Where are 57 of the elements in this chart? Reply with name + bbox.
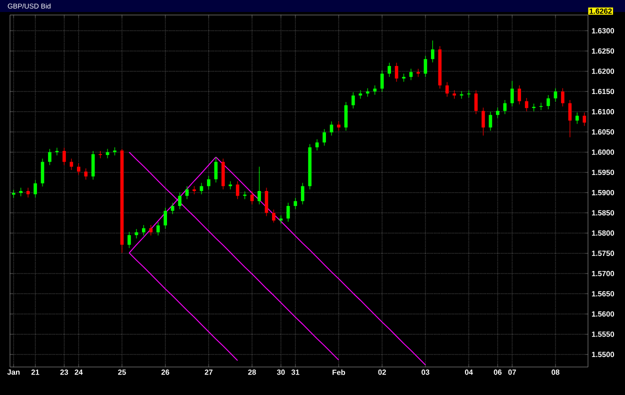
candlestick bbox=[482, 107, 485, 136]
candlestick bbox=[337, 121, 340, 132]
candlestick bbox=[344, 102, 348, 132]
candlestick bbox=[388, 62, 391, 78]
candlestick bbox=[286, 202, 290, 222]
candlestick bbox=[424, 56, 428, 78]
candlestick bbox=[503, 100, 507, 114]
candlestick bbox=[40, 158, 44, 187]
candlestick bbox=[91, 150, 95, 180]
candlestick bbox=[207, 176, 210, 190]
candlestick bbox=[518, 85, 522, 105]
candlestick bbox=[576, 112, 579, 124]
candlestick bbox=[524, 98, 528, 112]
candlestick bbox=[128, 232, 131, 248]
candlestick bbox=[373, 85, 377, 96]
candlestick bbox=[394, 62, 398, 82]
candlestick bbox=[546, 94, 550, 110]
candlestick bbox=[474, 90, 478, 114]
candlestick bbox=[76, 163, 80, 176]
candlestick bbox=[106, 148, 110, 159]
candlestick bbox=[431, 40, 434, 63]
candlestick bbox=[142, 224, 146, 236]
candlestick bbox=[84, 168, 88, 180]
candlestick bbox=[156, 222, 160, 236]
candlestick bbox=[510, 80, 514, 107]
candlestick bbox=[200, 182, 204, 195]
candlestick bbox=[445, 82, 449, 98]
candlestick bbox=[272, 209, 276, 223]
candlestick bbox=[178, 192, 182, 210]
candlestick bbox=[214, 156, 218, 183]
candlestick bbox=[352, 92, 355, 109]
candlestick bbox=[322, 128, 326, 146]
candlestick bbox=[264, 187, 268, 216]
candlestick bbox=[164, 207, 167, 229]
candlestick bbox=[380, 70, 384, 92]
candlestick bbox=[48, 148, 52, 166]
candlestick bbox=[582, 112, 586, 126]
candlestick bbox=[149, 224, 153, 236]
line-series bbox=[128, 152, 340, 361]
candlestick bbox=[250, 191, 254, 205]
candlestick bbox=[539, 102, 543, 110]
candlestick bbox=[34, 180, 37, 198]
candlestick bbox=[315, 138, 319, 151]
candlestick bbox=[300, 182, 304, 205]
candlestick bbox=[62, 147, 66, 166]
candlestick bbox=[561, 88, 564, 107]
candlestick bbox=[185, 186, 189, 200]
candlestick bbox=[488, 111, 492, 132]
candlestick bbox=[294, 198, 298, 210]
candlestick bbox=[330, 121, 334, 136]
candlestick bbox=[554, 88, 558, 102]
candlestick bbox=[258, 166, 261, 205]
candlestick bbox=[236, 180, 240, 200]
candlestick bbox=[409, 68, 413, 80]
candlestick bbox=[170, 202, 174, 214]
candlestick bbox=[496, 107, 500, 118]
candlestick bbox=[568, 100, 572, 138]
